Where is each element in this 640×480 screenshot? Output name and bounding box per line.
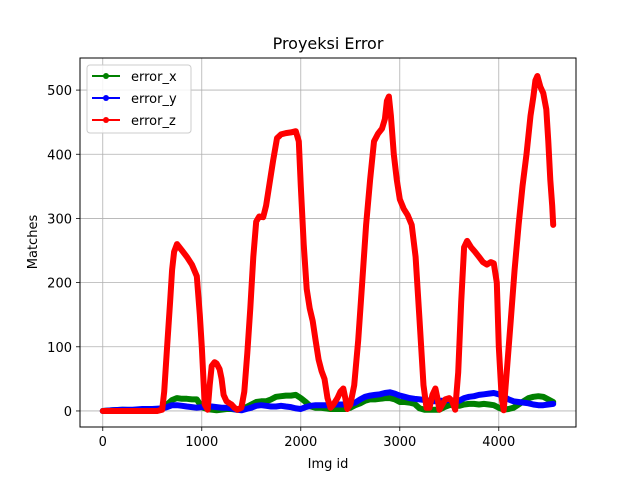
x-tick-label: 2000 (284, 435, 317, 450)
legend-label: error_z (131, 114, 176, 129)
plot-frame (79, 57, 577, 428)
y-tick-label: 100 (47, 341, 72, 356)
y-tick-label: 0 (64, 405, 72, 420)
legend-swatch-marker (103, 95, 109, 101)
chart-title: Proyeksi Error (273, 34, 384, 53)
legend-label: error_x (131, 70, 177, 85)
y-axis-label: Matches (26, 215, 41, 270)
y-tick-label: 200 (47, 277, 72, 292)
legend-swatch-marker (103, 73, 109, 79)
legend-label: error_y (131, 92, 177, 107)
x-tick-label: 0 (99, 435, 107, 450)
legend-box (86, 64, 192, 134)
x-tick-label: 1000 (185, 435, 218, 450)
y-tick-label: 300 (47, 212, 72, 227)
legend-swatch-marker (103, 117, 109, 123)
legend: error_x error_y error_z (86, 64, 192, 134)
axis-ticks: 0 1000 2000 3000 4000 0 100 200 300 400 500 (47, 84, 515, 450)
series-layer (99, 73, 557, 414)
x-axis-label: Img id (308, 457, 349, 472)
series-line-error-y (99, 389, 557, 414)
series-line-error-z (99, 73, 557, 414)
y-tick-label: 400 (47, 148, 72, 163)
x-tick-label: 4000 (482, 435, 515, 450)
x-tick-label: 3000 (383, 435, 416, 450)
y-tick-label: 500 (47, 84, 72, 99)
